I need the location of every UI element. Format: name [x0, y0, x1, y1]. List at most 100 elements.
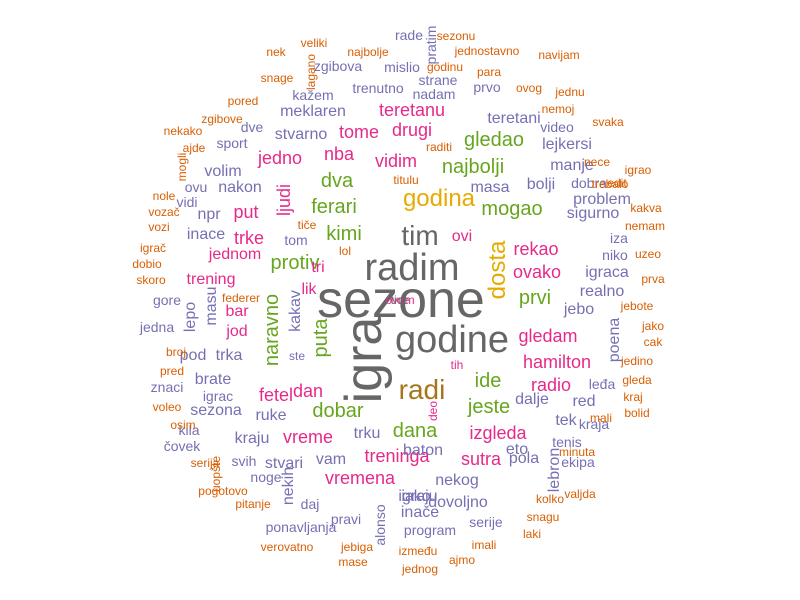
word-157: dobio — [132, 257, 162, 271]
word-53: manje — [550, 157, 594, 174]
word-16: ide — [474, 370, 502, 392]
word-98: strane — [418, 72, 458, 88]
word-83: dovoljno — [428, 494, 488, 511]
word-106: igrac — [202, 388, 234, 404]
word-73: sezona — [190, 402, 242, 419]
word-148: nece — [583, 155, 611, 169]
word-68: masu — [203, 286, 220, 326]
word-129: sezonu — [436, 29, 476, 43]
word-24: drugi — [391, 120, 433, 140]
word-128: rade — [394, 27, 424, 43]
word-181: mase — [338, 555, 368, 569]
word-76: stvari — [264, 455, 304, 472]
word-18: najbolji — [441, 156, 505, 178]
word-65: npr — [197, 206, 221, 223]
word-105: niko — [602, 247, 628, 263]
word-37: izgleda — [469, 423, 527, 443]
word-70: trka — [215, 347, 243, 364]
word-81: igraju — [398, 488, 438, 505]
word-66: inace — [186, 226, 226, 243]
word-121: ekipa — [561, 454, 595, 470]
word-122: kraja — [578, 416, 610, 432]
word-46: bar — [225, 303, 249, 320]
word-29: ljudi — [274, 183, 294, 217]
word-42: fetel — [258, 385, 294, 405]
word-35: hamilton — [522, 352, 592, 372]
word-12: protiv — [270, 252, 320, 274]
word-198: ovom — [385, 293, 415, 307]
word-194: lol — [338, 244, 352, 258]
word-161: uzeo — [634, 247, 662, 261]
word-165: cak — [643, 335, 663, 349]
word-9: naravno — [261, 293, 283, 367]
word-52: bolji — [526, 176, 556, 193]
word-45: trening — [186, 271, 236, 288]
word-10: ferari — [311, 196, 357, 218]
word-168: kraj — [623, 390, 643, 404]
word-167: gleda — [622, 373, 652, 387]
word-57: jebo — [563, 301, 595, 318]
word-183: pogotovo — [198, 484, 248, 498]
word-146: ajde — [182, 141, 206, 155]
word-169: bolid — [624, 406, 650, 420]
word-32: rekao — [513, 239, 559, 259]
word-187: osim — [170, 418, 196, 432]
word-114: daj — [300, 496, 320, 512]
word-135: snage — [260, 71, 294, 85]
word-182: verovatno — [260, 540, 314, 554]
word-192: tiče — [297, 218, 317, 232]
word-104: video — [540, 119, 574, 135]
word-39: sutra — [460, 449, 502, 469]
word-136: lagano — [304, 53, 318, 91]
word-25: teretanu — [378, 100, 446, 120]
word-86: dalje — [515, 391, 549, 408]
word-96: zgibova — [313, 58, 363, 74]
word-82: iako — [401, 488, 431, 505]
word-79: nekog — [435, 472, 479, 489]
word-50: lik — [301, 281, 317, 298]
word-13: dobar — [312, 400, 364, 422]
word-116: alonso — [372, 504, 388, 546]
word-103: tom — [284, 232, 308, 248]
word-1: igra — [335, 316, 393, 404]
word-93: trenutno — [352, 80, 404, 96]
word-134: nek — [266, 45, 286, 59]
word-100: dve — [240, 119, 264, 135]
word-4: godine — [394, 319, 510, 361]
word-48: tri — [311, 259, 325, 276]
word-189: pred — [159, 364, 185, 378]
word-186: serija — [190, 456, 220, 470]
word-170: mali — [589, 411, 613, 425]
word-22: dva — [320, 170, 354, 192]
word-138: ovog — [515, 81, 543, 95]
word-139: navijam — [538, 48, 580, 62]
word-14: dana — [392, 420, 438, 442]
word-102: ovu — [184, 179, 208, 195]
word-172: valjda — [564, 487, 596, 501]
word-190: broj — [165, 345, 187, 359]
word-144: zgibove — [201, 112, 243, 126]
word-36: radio — [530, 375, 572, 395]
word-108: jedna — [139, 319, 175, 335]
word-197: deo — [426, 400, 440, 422]
word-28: jedno — [257, 148, 303, 168]
word-15: jeste — [467, 396, 511, 418]
word-69: lepo — [182, 301, 199, 333]
word-152: mogli — [175, 152, 189, 182]
word-6: radi — [398, 374, 446, 405]
word-191: federer — [221, 291, 261, 305]
word-177: između — [398, 544, 438, 558]
word-63: nakon — [218, 179, 262, 196]
word-5: tim — [401, 220, 439, 251]
word-95: prvo — [473, 79, 501, 95]
word-87: red — [572, 393, 596, 410]
word-184: pitanje — [235, 497, 271, 511]
word-90: nekih — [280, 466, 297, 506]
word-113: noge — [250, 469, 282, 485]
word-84: pola — [508, 450, 540, 467]
word-173: kolko — [535, 492, 565, 506]
word-130: jednostavno — [454, 44, 520, 58]
word-132: godinu — [426, 60, 464, 74]
word-71: pod — [179, 347, 207, 364]
word-21: puta — [310, 318, 332, 358]
